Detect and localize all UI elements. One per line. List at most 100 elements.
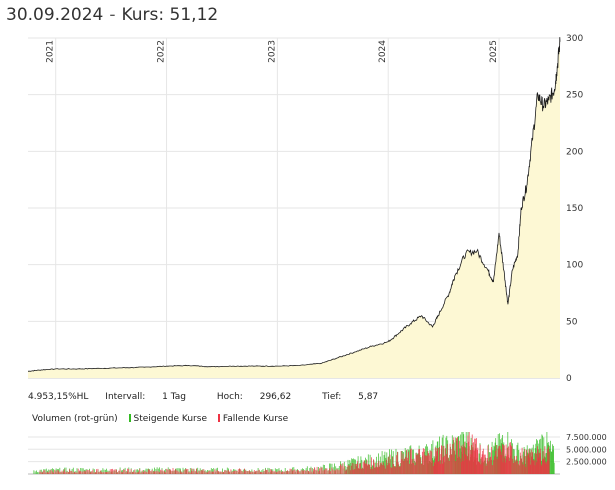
falling-volume-bar (109, 469, 111, 474)
falling-volume-bar (400, 451, 402, 474)
rising-volume-bar (379, 466, 380, 474)
falling-volume-bar (224, 470, 226, 474)
x-axis-labels: 2021 2022 2023 2024 2025 (46, 40, 499, 63)
falling-volume-bar (67, 472, 69, 474)
falling-volume-bar (276, 472, 277, 474)
falling-volume-bar (164, 471, 165, 474)
falling-volume-bar (241, 471, 243, 474)
falling-volume-bar (525, 466, 527, 474)
falling-volume-bar (373, 459, 374, 474)
rising-volume-bar (442, 434, 444, 474)
rising-volume-bar (65, 467, 67, 474)
falling-volume-bar (192, 471, 194, 474)
falling-volume-bar (161, 469, 163, 474)
falling-volume-bar (231, 472, 233, 474)
rising-volume-bar (40, 469, 42, 474)
falling-volume-bar (50, 469, 52, 474)
falling-volume-bar (482, 451, 484, 474)
falling-volume-bar (367, 464, 369, 474)
rising-volume-bar (178, 468, 180, 474)
falling-volume-bar (421, 463, 422, 474)
falling-volume-bar (491, 447, 492, 474)
falling-volume-bar (363, 460, 365, 474)
falling-volume-bar (101, 471, 102, 474)
falling-volume-bar (373, 462, 375, 474)
falling-volume-bar (464, 441, 466, 474)
falling-volume-bar (418, 449, 420, 474)
falling-volume-bar (150, 471, 152, 474)
rising-volume-bar (497, 456, 498, 474)
volume-chart[interactable]: 2.500.000 5.000.000 7.500.000 (0, 426, 615, 488)
falling-volume-bar (325, 468, 327, 474)
falling-volume-bar (253, 470, 255, 474)
falling-volume-bar (431, 451, 432, 474)
rising-volume-bar (518, 450, 520, 474)
falling-volume-bar (98, 472, 100, 474)
falling-volume-bar (70, 470, 72, 474)
falling-volume-bar (63, 471, 64, 474)
falling-volume-bar (341, 465, 343, 474)
rising-volume-bar (485, 457, 486, 474)
falling-volume-bar (537, 446, 538, 474)
falling-volume-bar (297, 470, 298, 474)
falling-volume-bar (245, 470, 246, 474)
falling-volume-bar (156, 470, 158, 474)
falling-volume-bar (369, 464, 371, 474)
rising-volume-bar (197, 467, 199, 474)
falling-volume-bar (184, 469, 186, 474)
rising-volume-bar (353, 458, 354, 474)
falling-volume-bar (384, 465, 385, 474)
falling-volume-bar (183, 470, 185, 474)
rising-volume-bar (305, 468, 307, 474)
rising-volume-bar (512, 448, 514, 474)
rising-volume-bar (524, 463, 526, 474)
falling-volume-bar (433, 466, 434, 474)
falling-volume-bar (80, 471, 81, 474)
rising-volume-bar (335, 466, 337, 474)
falling-volume-bar (209, 470, 211, 474)
falling-swatch (217, 414, 220, 422)
price-area (27, 37, 561, 378)
falling-volume-bar (530, 464, 532, 474)
rising-volume-bar (352, 459, 353, 474)
falling-volume-bar (103, 471, 105, 474)
falling-volume-bar (512, 458, 514, 474)
falling-volume-bar (461, 461, 463, 474)
price-chart[interactable]: 2021 2022 2023 2024 2025 0 50 100 150 200 250 300 (0, 0, 615, 392)
falling-volume-bar (545, 463, 547, 474)
falling-volume-bar (143, 472, 144, 474)
falling-volume-bar (102, 472, 104, 474)
falling-volume-bar (337, 469, 339, 474)
rising-volume-bar (412, 449, 413, 474)
rising-volume-bar (390, 459, 391, 474)
falling-volume-bar (199, 471, 201, 474)
rising-volume-bar (547, 444, 549, 474)
falling-volume-bar (413, 458, 415, 474)
falling-volume-bar (366, 460, 368, 474)
y-tick-label: 100 (566, 261, 583, 271)
rising-volume-bar (146, 468, 148, 474)
falling-volume-bar (252, 472, 254, 474)
falling-volume-bar (316, 466, 318, 474)
falling-volume-bar (172, 468, 174, 474)
falling-volume-bar (230, 469, 232, 474)
falling-volume-bar (340, 464, 341, 474)
falling-volume-bar (500, 449, 501, 474)
falling-volume-bar (494, 450, 496, 474)
falling-volume-bar (330, 471, 331, 474)
falling-volume-bar (144, 470, 146, 474)
falling-volume-bar (322, 470, 324, 474)
rising-volume-bar (367, 454, 369, 474)
falling-volume-bar (246, 471, 248, 474)
falling-volume-bar (95, 472, 96, 474)
falling-volume-bar (58, 470, 59, 474)
falling-volume-bar (274, 471, 276, 474)
falling-volume-bar (518, 460, 520, 474)
falling-volume-bar (48, 472, 49, 474)
rising-volume-bar (135, 469, 137, 474)
falling-volume-bar (385, 468, 386, 474)
performance-value: 4.953,15%HL (28, 392, 89, 402)
rising-volume-bar (491, 441, 493, 474)
falling-volume-bar (360, 463, 361, 474)
falling-volume-bar (128, 469, 130, 474)
